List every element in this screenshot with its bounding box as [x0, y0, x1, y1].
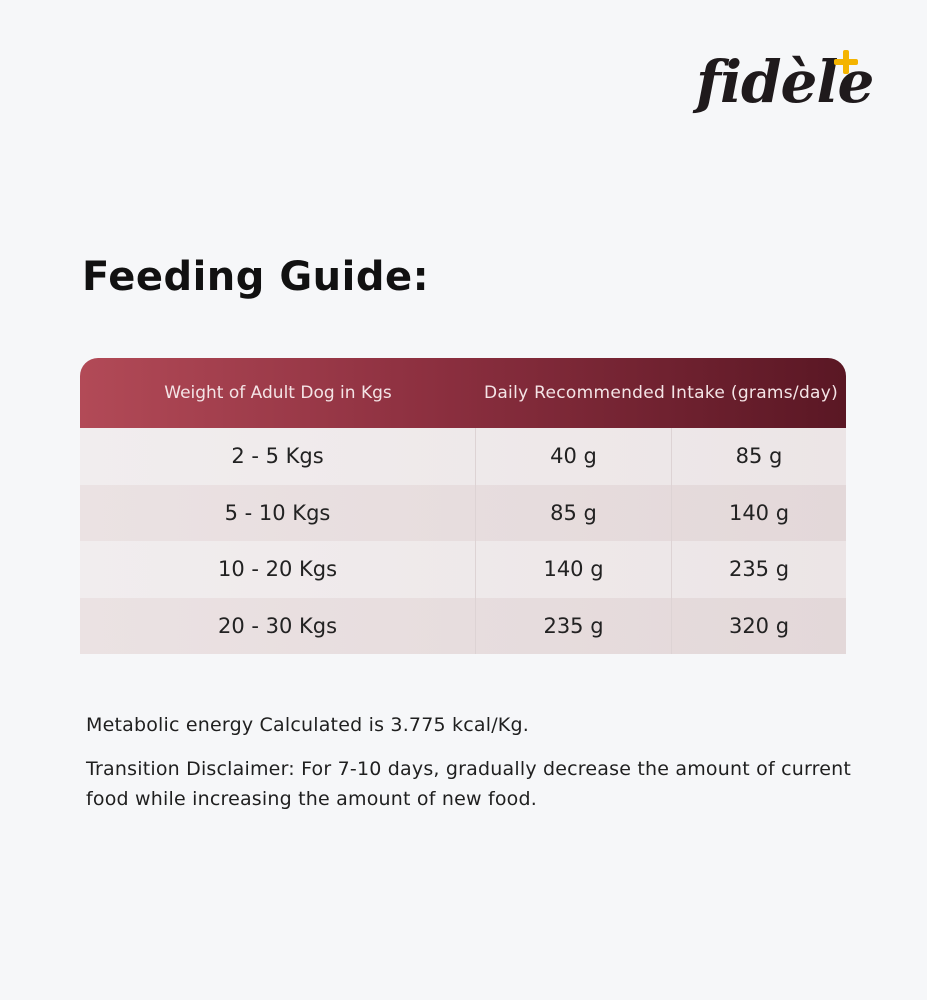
table-row: 10 - 20 Kgs 140 g 235 g: [80, 541, 846, 598]
table-row: 20 - 30 Kgs 235 g 320 g: [80, 597, 846, 654]
weight-cell: 2 - 5 Kgs: [80, 428, 476, 485]
page-title: Feeding Guide:: [82, 254, 430, 300]
table-row: 2 - 5 Kgs 40 g 85 g: [80, 428, 846, 485]
header-weight: Weight of Adult Dog in Kgs: [164, 383, 392, 403]
intake-max-cell: 320 g: [728, 613, 790, 638]
header-intake: Daily Recommended Intake (grams/day): [483, 382, 839, 403]
intake-min-cell: 140 g: [476, 541, 672, 598]
weight-cell: 10 - 20 Kgs: [80, 541, 476, 598]
transition-disclaimer: Transition Disclaimer: For 7-10 days, gr…: [86, 758, 852, 810]
plus-icon: [834, 50, 858, 74]
feeding-table: Weight of Adult Dog in Kgs Daily Recomme…: [80, 358, 846, 654]
table-body: 2 - 5 Kgs 40 g 85 g 5 - 10 Kgs 85 g 140 …: [80, 428, 846, 654]
weight-cell: 5 - 10 Kgs: [80, 484, 476, 541]
brand-logo: fidèle: [690, 40, 874, 120]
intake-max-cell: 140 g: [728, 500, 790, 525]
intake-max-cell: 85 g: [735, 444, 783, 469]
weight-cell: 20 - 30 Kgs: [80, 597, 476, 654]
intake-min-cell: 85 g: [476, 484, 672, 541]
intake-min-cell: 235 g: [476, 597, 672, 654]
table-row: 5 - 10 Kgs 85 g 140 g: [80, 484, 846, 541]
energy-note: Metabolic energy Calculated is 3.775 kca…: [86, 714, 529, 736]
table-header: Weight of Adult Dog in Kgs Daily Recomme…: [80, 358, 846, 428]
notes: Metabolic energy Calculated is 3.775 kca…: [86, 710, 866, 814]
intake-min-cell: 40 g: [476, 428, 672, 485]
intake-max-cell: 235 g: [728, 557, 790, 582]
